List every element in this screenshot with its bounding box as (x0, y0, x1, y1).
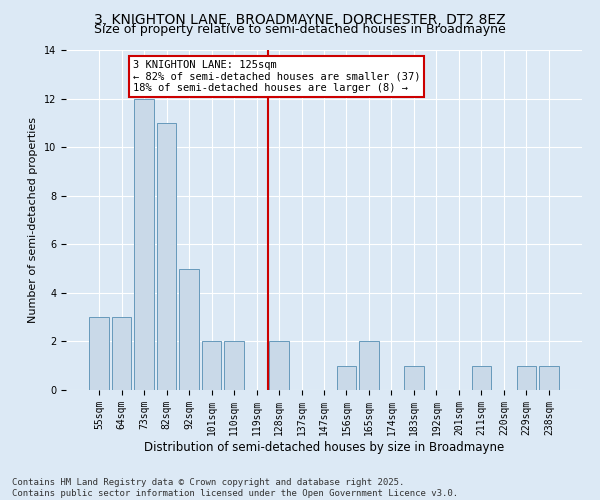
Bar (337, 366, 356, 390)
Bar (472, 366, 491, 390)
Bar (404, 366, 424, 390)
Y-axis label: Number of semi-detached properties: Number of semi-detached properties (28, 117, 38, 323)
Bar (517, 366, 536, 390)
Text: Contains HM Land Registry data © Crown copyright and database right 2025.
Contai: Contains HM Land Registry data © Crown c… (12, 478, 458, 498)
Bar (134, 98, 154, 390)
Bar (359, 342, 379, 390)
Bar (112, 317, 131, 390)
Text: 3, KNIGHTON LANE, BROADMAYNE, DORCHESTER, DT2 8EZ: 3, KNIGHTON LANE, BROADMAYNE, DORCHESTER… (94, 12, 506, 26)
X-axis label: Distribution of semi-detached houses by size in Broadmayne: Distribution of semi-detached houses by … (144, 440, 504, 454)
Bar (269, 342, 289, 390)
Bar (224, 342, 244, 390)
Bar (89, 317, 109, 390)
Text: Size of property relative to semi-detached houses in Broadmayne: Size of property relative to semi-detach… (94, 22, 506, 36)
Bar (202, 342, 221, 390)
Bar (157, 123, 176, 390)
Bar (539, 366, 559, 390)
Bar (179, 268, 199, 390)
Text: 3 KNIGHTON LANE: 125sqm
← 82% of semi-detached houses are smaller (37)
18% of se: 3 KNIGHTON LANE: 125sqm ← 82% of semi-de… (133, 60, 420, 93)
